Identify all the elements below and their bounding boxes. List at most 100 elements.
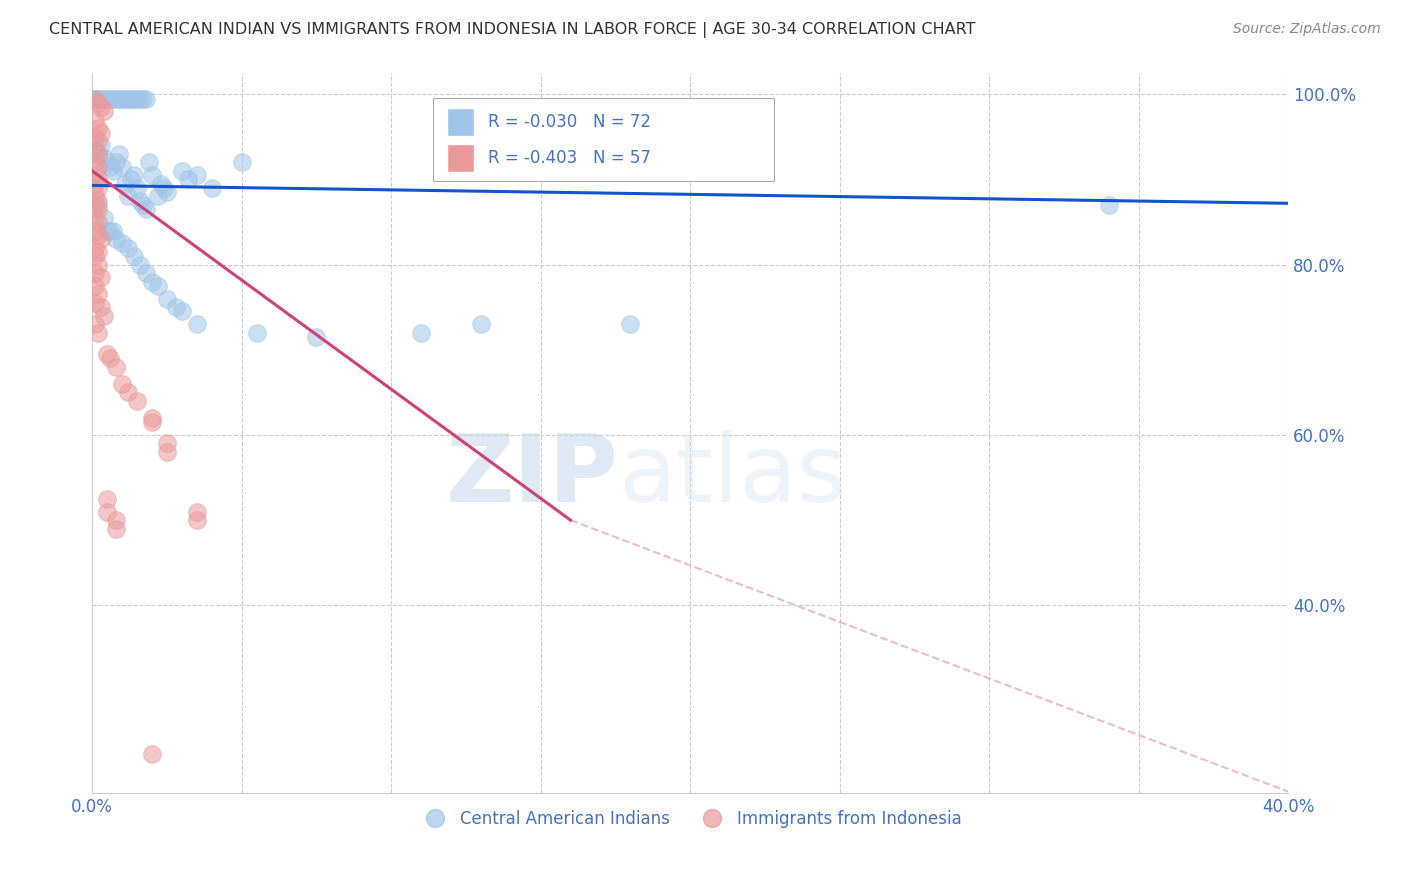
Point <box>84 223 107 237</box>
Point <box>90 100 112 114</box>
Point <box>87 287 110 301</box>
Point <box>87 215 110 229</box>
Point <box>186 505 208 519</box>
Point <box>84 91 107 105</box>
Point <box>153 181 176 195</box>
Point <box>90 138 112 153</box>
Point <box>129 258 152 272</box>
Point <box>87 147 110 161</box>
Point <box>84 91 107 105</box>
Point <box>105 513 128 527</box>
Point <box>87 160 110 174</box>
Point <box>96 155 118 169</box>
Point <box>117 91 139 105</box>
Text: ZIP: ZIP <box>446 430 619 522</box>
Point <box>84 249 107 263</box>
Point <box>101 223 124 237</box>
Point <box>84 112 107 127</box>
Point <box>90 232 112 246</box>
Point <box>146 279 169 293</box>
Point <box>87 194 110 208</box>
Point <box>156 436 179 450</box>
Text: R = -0.403   N = 57: R = -0.403 N = 57 <box>488 149 651 167</box>
Point <box>156 185 179 199</box>
Point <box>165 300 187 314</box>
Point <box>87 181 110 195</box>
Point <box>87 147 110 161</box>
Point <box>84 198 107 212</box>
Point <box>84 279 107 293</box>
Point <box>84 143 107 157</box>
Point <box>129 91 152 105</box>
Point <box>138 155 160 169</box>
Point <box>105 91 128 105</box>
Point <box>105 155 128 169</box>
Point <box>105 359 128 374</box>
Point <box>120 172 142 186</box>
Text: R = -0.030   N = 72: R = -0.030 N = 72 <box>488 113 651 131</box>
Point <box>93 104 115 119</box>
Point <box>135 91 157 105</box>
Point <box>122 91 145 105</box>
Point <box>96 223 118 237</box>
Point <box>170 304 193 318</box>
Point <box>1097 198 1119 212</box>
Text: CENTRAL AMERICAN INDIAN VS IMMIGRANTS FROM INDONESIA IN LABOR FORCE | AGE 30-34 : CENTRAL AMERICAN INDIAN VS IMMIGRANTS FR… <box>49 22 976 38</box>
Point <box>93 211 115 225</box>
Point <box>96 491 118 506</box>
Point <box>90 270 112 285</box>
Point <box>149 177 172 191</box>
Point <box>125 181 148 195</box>
Point <box>84 211 107 225</box>
Point <box>105 232 128 246</box>
Point <box>135 202 157 217</box>
Point <box>84 168 107 182</box>
Point <box>84 317 107 331</box>
Point <box>87 244 110 259</box>
Point <box>132 198 155 212</box>
Point <box>409 326 432 340</box>
Point <box>87 202 110 217</box>
Point <box>87 91 110 105</box>
Point <box>87 95 110 110</box>
Point <box>201 181 224 195</box>
Point <box>117 241 139 255</box>
Point <box>84 266 107 280</box>
Point <box>93 91 115 105</box>
Point <box>84 143 107 157</box>
Point <box>111 91 134 105</box>
Point <box>156 292 179 306</box>
Point <box>146 189 169 203</box>
Point <box>98 223 121 237</box>
Point <box>129 194 152 208</box>
Point <box>98 91 121 105</box>
Point <box>93 309 115 323</box>
Point <box>231 155 253 169</box>
Point <box>84 129 107 144</box>
Point <box>470 317 492 331</box>
Point <box>84 189 107 203</box>
Point <box>108 147 131 161</box>
FancyBboxPatch shape <box>447 145 474 171</box>
Point <box>87 134 110 148</box>
Point <box>96 347 118 361</box>
Point <box>141 168 163 182</box>
Point <box>177 172 200 186</box>
Point <box>90 300 112 314</box>
Point <box>141 275 163 289</box>
Point <box>84 241 107 255</box>
Point <box>114 91 136 105</box>
Point <box>120 91 142 105</box>
Point <box>90 126 112 140</box>
Point <box>87 227 110 242</box>
Point <box>87 172 110 186</box>
Point <box>141 747 163 762</box>
Point <box>93 151 115 165</box>
Text: Source: ZipAtlas.com: Source: ZipAtlas.com <box>1233 22 1381 37</box>
Point <box>96 91 118 105</box>
FancyBboxPatch shape <box>433 98 773 181</box>
Point <box>98 160 121 174</box>
Point <box>84 155 107 169</box>
Point <box>122 168 145 182</box>
Point <box>135 266 157 280</box>
